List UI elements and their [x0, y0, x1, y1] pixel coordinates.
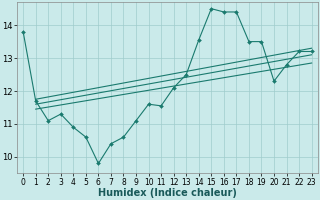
X-axis label: Humidex (Indice chaleur): Humidex (Indice chaleur)	[98, 188, 237, 198]
